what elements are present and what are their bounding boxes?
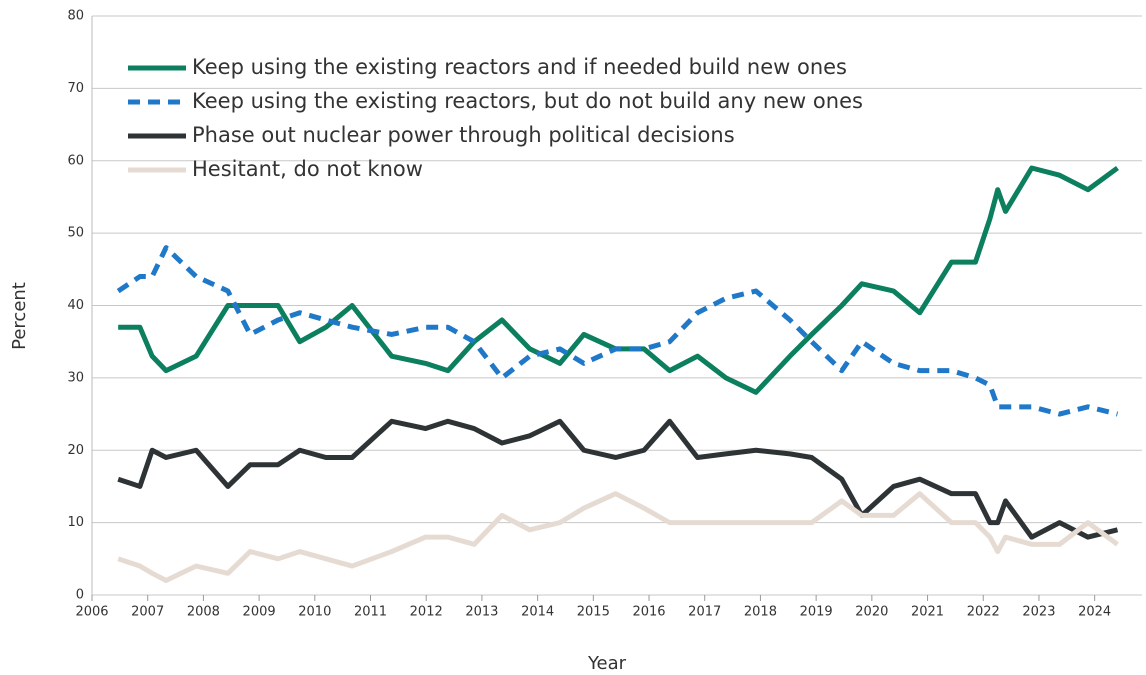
legend-label: Keep using the existing reactors, but do… xyxy=(192,89,863,113)
y-tick-label: 70 xyxy=(67,81,84,96)
series-line xyxy=(117,418,1119,540)
y-axis-label: Percent xyxy=(9,282,30,350)
legend-label: Phase out nuclear power through politica… xyxy=(192,123,735,147)
x-tick-label: 2009 xyxy=(243,605,276,620)
legend-label: Keep using the existing reactors and if … xyxy=(192,55,847,79)
x-tick-label: 2016 xyxy=(632,605,665,620)
x-tick-label: 2022 xyxy=(967,605,1000,620)
y-tick-label: 30 xyxy=(67,370,84,385)
x-tick-label: 2013 xyxy=(465,605,498,620)
x-tick-label: 2017 xyxy=(688,605,721,620)
y-tick-label: 40 xyxy=(67,298,84,313)
x-tick-label: 2019 xyxy=(800,605,833,620)
x-tick-label: 2007 xyxy=(131,605,164,620)
y-tick-label: 50 xyxy=(67,226,84,241)
series-line xyxy=(117,491,1119,584)
x-axis-label: Year xyxy=(587,653,627,674)
y-tick-label: 20 xyxy=(67,443,84,458)
x-tick-label: 2011 xyxy=(354,605,387,620)
x-tick-label: 2012 xyxy=(410,605,443,620)
x-tick-label: 2015 xyxy=(577,605,610,620)
x-tick-label: 2008 xyxy=(187,605,220,620)
y-tick-label: 0 xyxy=(76,588,84,603)
y-tick-label: 10 xyxy=(67,515,84,530)
x-tick-label: 2018 xyxy=(744,605,777,620)
x-tick-label: 2006 xyxy=(75,605,108,620)
x-tick-label: 2024 xyxy=(1078,605,1111,620)
x-tick-label: 2023 xyxy=(1022,605,1055,620)
series-line xyxy=(116,245,1119,417)
legend-label: Hesitant, do not know xyxy=(192,157,423,181)
y-tick-label: 60 xyxy=(67,153,84,168)
x-tick-label: 2021 xyxy=(911,605,944,620)
x-tick-label: 2020 xyxy=(855,605,888,620)
y-tick-label: 80 xyxy=(67,9,84,24)
x-tick-label: 2014 xyxy=(521,605,554,620)
series-line xyxy=(118,165,1119,395)
x-tick-label: 2010 xyxy=(298,605,331,620)
